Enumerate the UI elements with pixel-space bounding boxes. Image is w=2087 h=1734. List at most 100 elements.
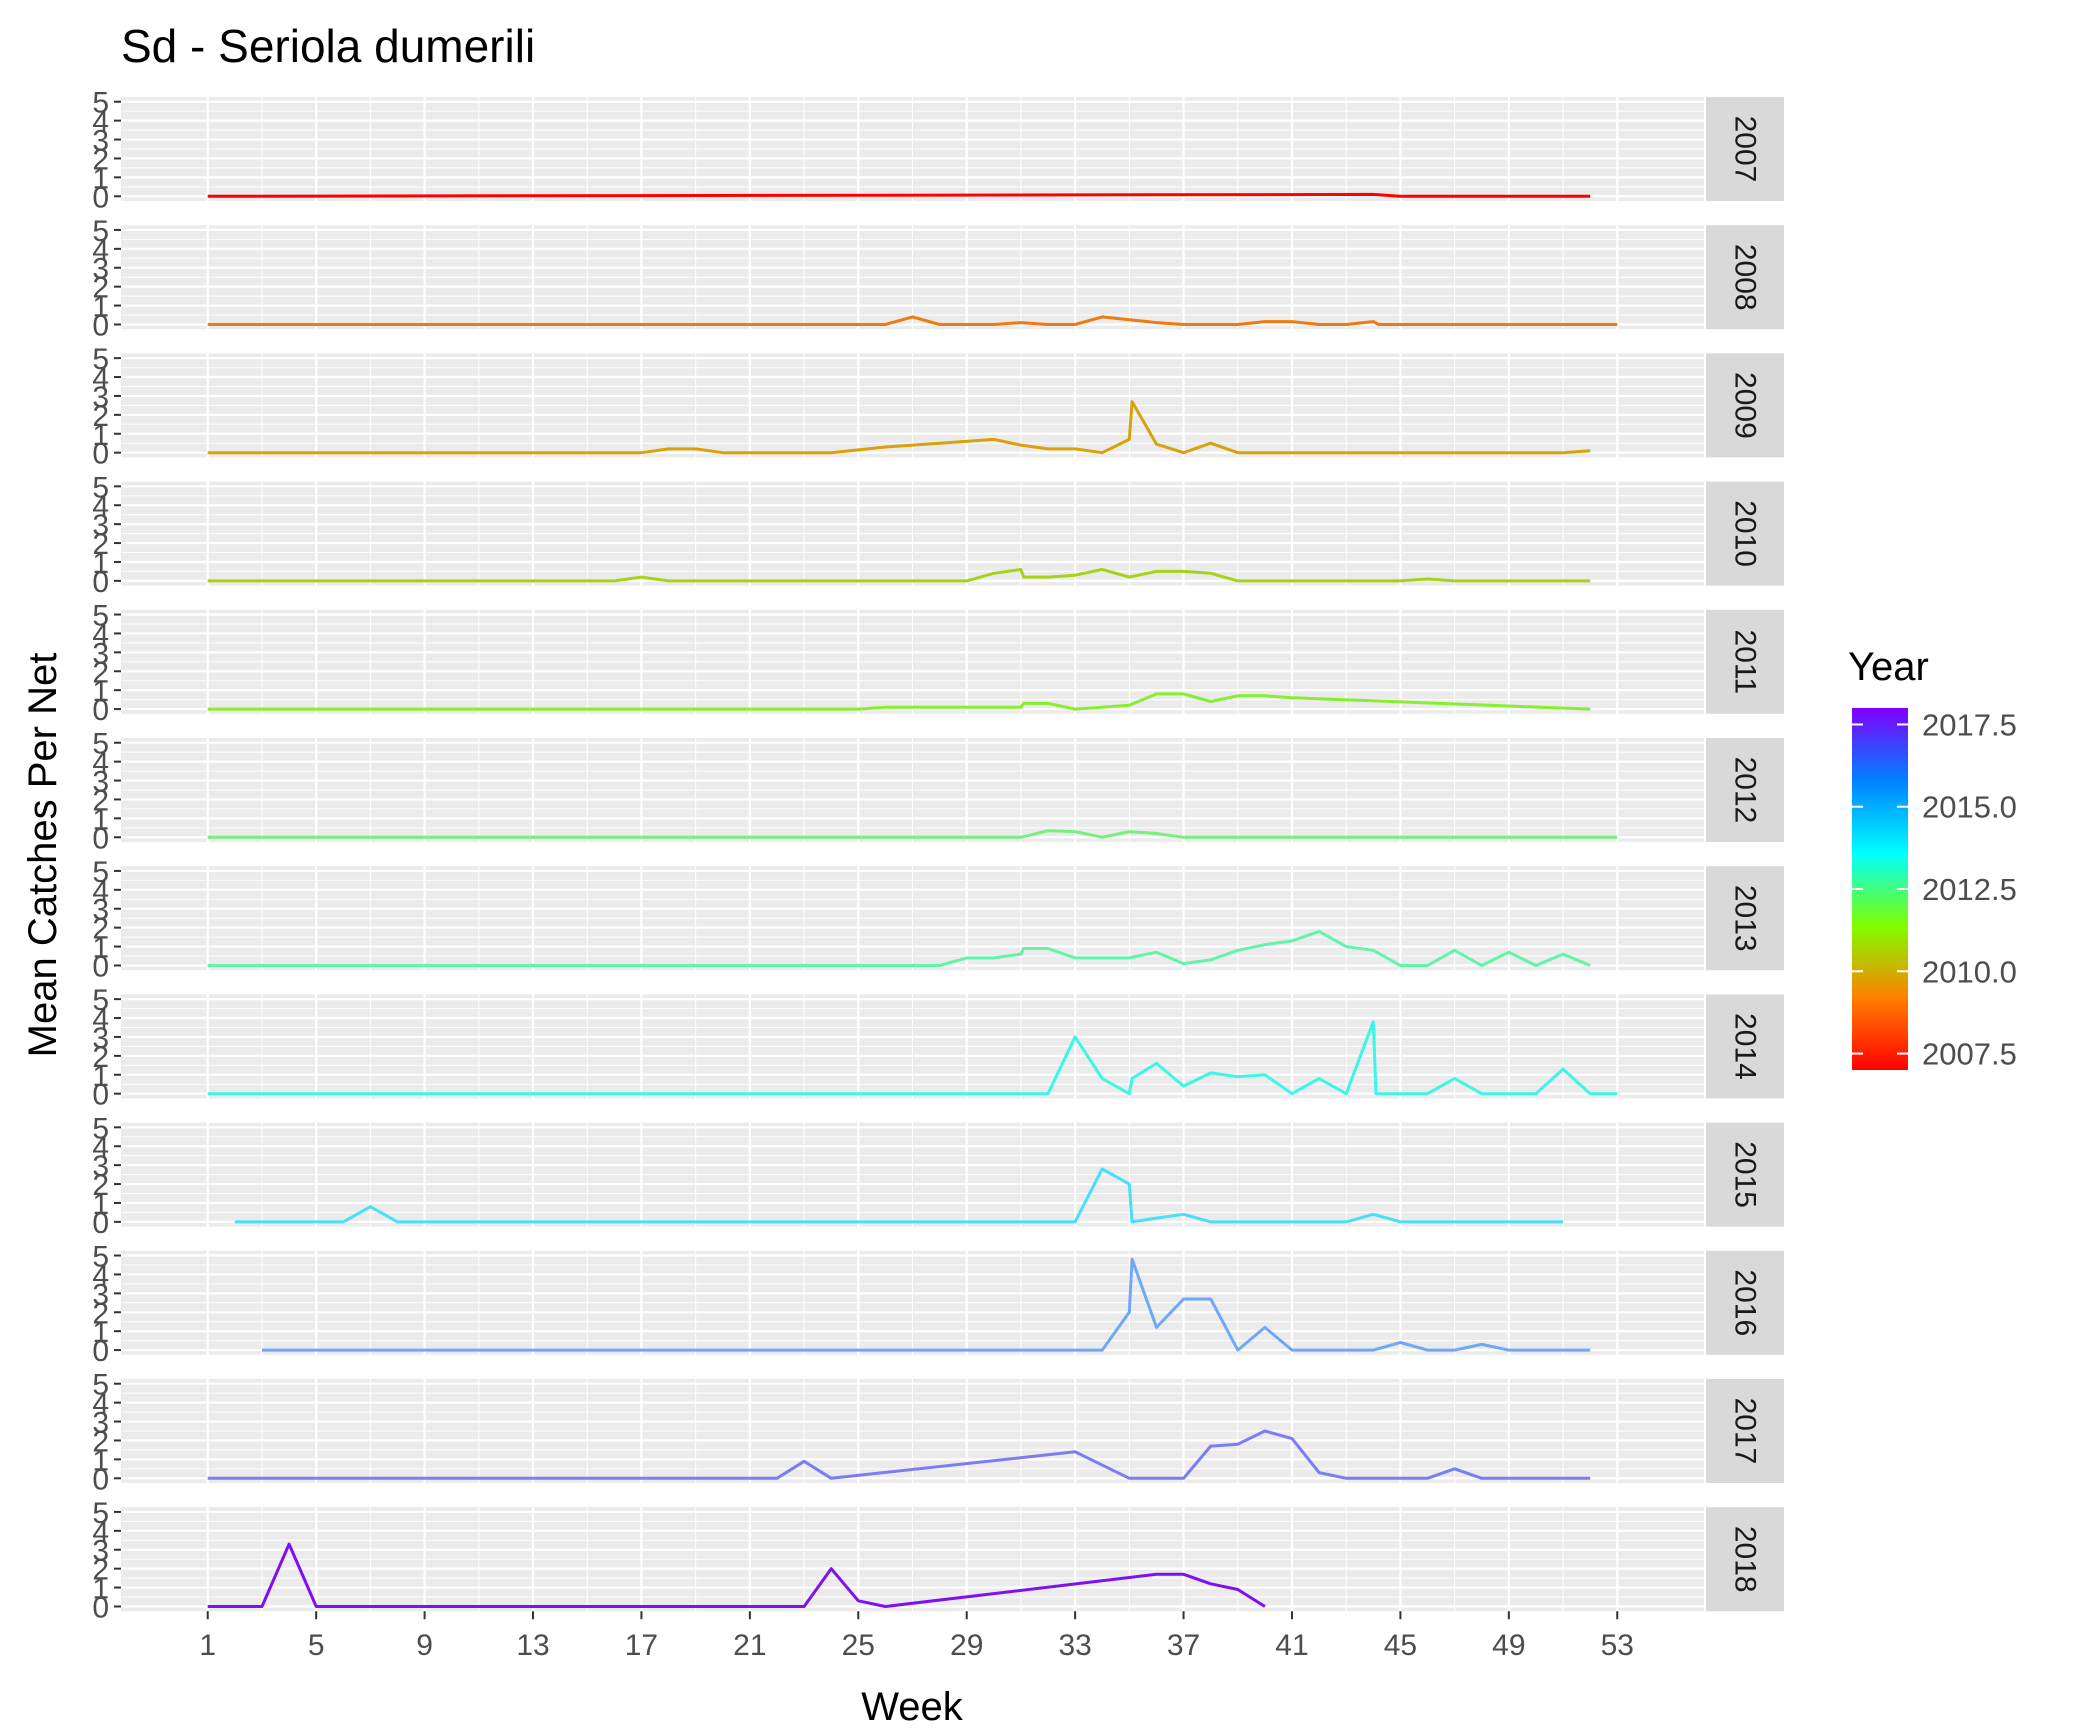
series-line-2016	[262, 1257, 1591, 1352]
y-tick-label: 4	[92, 362, 109, 395]
y-tick-label: 1	[92, 1316, 109, 1349]
y-tick-label: 4	[92, 1259, 109, 1292]
facet-strip-label: 2009	[1729, 372, 1762, 439]
y-tick-label: 3	[92, 1407, 109, 1440]
x-tick-label: 25	[842, 1629, 875, 1662]
y-tick-label: 5	[92, 87, 109, 120]
y-tick-label: 0	[92, 181, 109, 214]
facet-strip	[1706, 1250, 1784, 1355]
x-tick-label: 1	[199, 1629, 216, 1662]
series-line-2010	[207, 568, 1591, 583]
x-tick-label: 49	[1492, 1629, 1525, 1662]
y-tick-label: 5	[92, 215, 109, 248]
facet-strip-label: 2010	[1729, 500, 1762, 567]
series-line-2017	[207, 1429, 1591, 1480]
x-tick-label: 37	[1167, 1629, 1200, 1662]
facet-strip	[1706, 738, 1784, 842]
facet-strip	[1706, 1507, 1784, 1612]
x-tick-label: 13	[516, 1629, 549, 1662]
facet-strip-label: 2008	[1729, 244, 1762, 311]
x-tick-label: 5	[308, 1629, 325, 1662]
series-line-2018	[207, 1542, 1266, 1608]
y-tick-label: 3	[92, 1022, 109, 1055]
series-line-2013	[207, 929, 1591, 967]
y-tick-label: 4	[92, 1003, 109, 1036]
facet-strip-label: 2007	[1729, 116, 1762, 183]
series-line-2009	[207, 400, 1591, 455]
y-tick-label: 0	[92, 694, 109, 727]
y-tick-label: 3	[92, 637, 109, 670]
series-line-2007	[207, 192, 1591, 198]
y-tick-label: 5	[92, 1241, 109, 1274]
facet-strip-label: 2016	[1729, 1269, 1762, 1336]
y-tick-label: 0	[92, 1335, 109, 1368]
y-tick-label: 0	[92, 1591, 109, 1624]
legend-tick-label: 2015.0	[1922, 790, 2017, 825]
y-tick-label: 0	[92, 950, 109, 983]
y-tick-label: 2	[92, 143, 109, 176]
x-tick-label: 33	[1058, 1629, 1091, 1662]
y-tick-label: 5	[92, 471, 109, 504]
series-line-2015	[234, 1167, 1563, 1224]
y-tick-label: 1	[92, 162, 109, 195]
y-tick-label: 3	[92, 1278, 109, 1311]
y-tick-label: 2	[92, 272, 109, 305]
facet-strip-label: 2013	[1729, 885, 1762, 952]
y-tick-label: 1	[92, 1573, 109, 1606]
x-tick-label: 9	[416, 1629, 433, 1662]
legend-tick-label: 2010.0	[1922, 954, 2017, 989]
facet-strip-label: 2018	[1729, 1526, 1762, 1593]
y-tick-label: 1	[92, 803, 109, 836]
y-tick-label: 0	[92, 1463, 109, 1496]
y-tick-label: 4	[92, 490, 109, 523]
y-tick-label: 1	[92, 675, 109, 708]
series-line-2011	[207, 692, 1591, 711]
y-tick-label: 1	[92, 1188, 109, 1221]
legend-ticks: 2017.5 2015.0 2012.5 2010.0 2007.5	[1852, 707, 2017, 1072]
y-tick-label: 0	[92, 566, 109, 599]
facet-strip-label: 2011	[1729, 630, 1762, 695]
y-tick-label: 3	[92, 766, 109, 799]
y-tick-label: 2	[92, 1041, 109, 1074]
y-tick-label: 1	[92, 1060, 109, 1093]
y-tick-label: 2	[92, 1554, 109, 1587]
series-line-2008	[207, 315, 1618, 326]
y-tick-label: 5	[92, 728, 109, 761]
series-line-2012	[207, 829, 1618, 839]
y-tick-label: 5	[92, 1497, 109, 1530]
y-tick-label: 2	[92, 656, 109, 689]
facet-strip	[1706, 866, 1784, 971]
y-tick-label: 5	[92, 1369, 109, 1402]
facet-strip	[1706, 353, 1784, 458]
facet-strip	[1706, 609, 1784, 714]
x-tick-label: 53	[1601, 1629, 1634, 1662]
y-tick-label: 3	[92, 1535, 109, 1568]
y-tick-label: 2	[92, 1169, 109, 1202]
facet-strip	[1706, 481, 1784, 586]
x-tick-label: 17	[625, 1629, 658, 1662]
y-tick-label: 3	[92, 894, 109, 927]
y-tick-label: 5	[92, 1112, 109, 1145]
y-tick-label: 2	[92, 913, 109, 946]
y-tick-label: 4	[92, 1388, 109, 1421]
y-tick-label: 2	[92, 400, 109, 433]
legend-tick-label: 2007.5	[1922, 1037, 2017, 1072]
y-tick-label: 0	[92, 309, 109, 342]
y-axis-title: Mean Catches Per Net	[21, 653, 65, 1058]
y-tick-label: 4	[92, 1131, 109, 1164]
facet-strip	[1706, 1379, 1784, 1483]
y-tick-label: 2	[92, 1297, 109, 1330]
y-tick-label: 0	[92, 1079, 109, 1112]
y-tick-label: 1	[92, 547, 109, 580]
legend-tick-label: 2017.5	[1922, 707, 2017, 742]
facet-strip-label: 2017	[1729, 1398, 1762, 1465]
y-tick-label: 5	[92, 984, 109, 1017]
y-tick-label: 4	[92, 106, 109, 139]
